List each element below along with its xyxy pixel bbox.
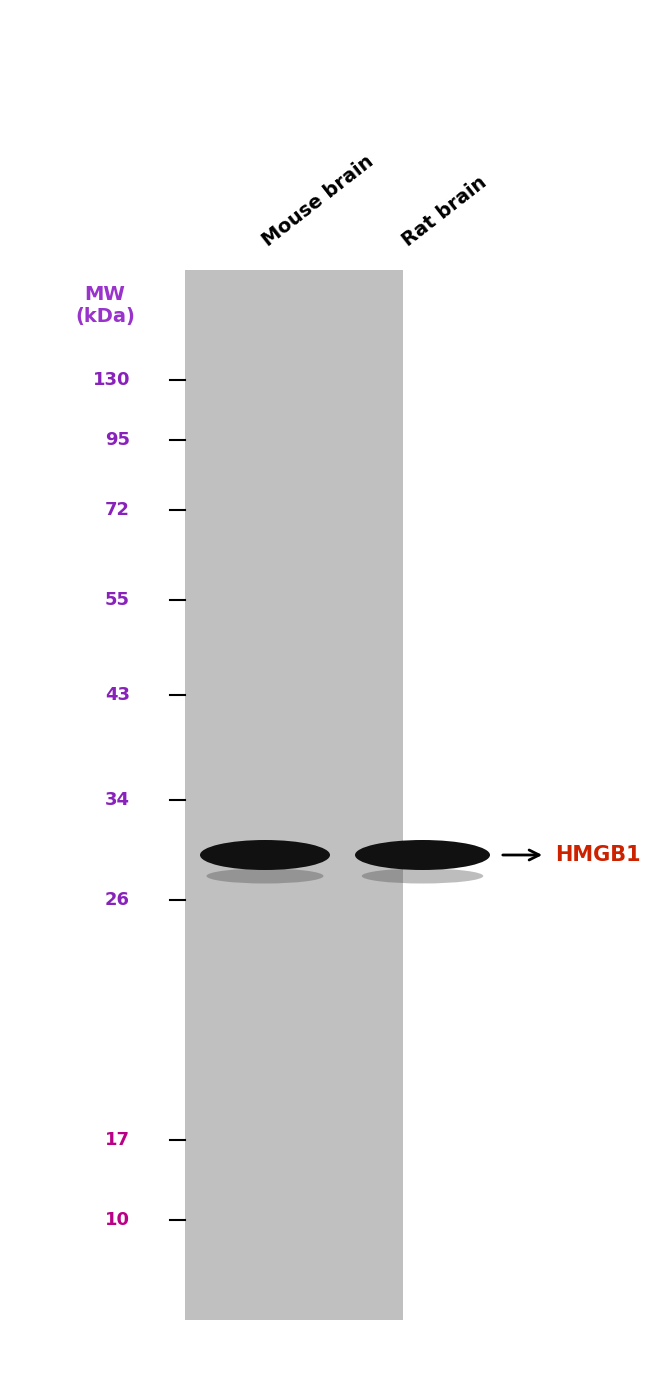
Text: 34: 34 bbox=[105, 791, 130, 809]
Text: Rat brain: Rat brain bbox=[398, 173, 490, 250]
Ellipse shape bbox=[207, 869, 324, 883]
Text: HMGB1: HMGB1 bbox=[555, 844, 641, 865]
Text: MW
(kDa): MW (kDa) bbox=[75, 286, 135, 325]
Ellipse shape bbox=[200, 840, 330, 870]
Text: 43: 43 bbox=[105, 686, 130, 704]
Text: Mouse brain: Mouse brain bbox=[258, 151, 377, 250]
Ellipse shape bbox=[362, 869, 483, 883]
Text: 55: 55 bbox=[105, 590, 130, 610]
Text: 17: 17 bbox=[105, 1131, 130, 1149]
Text: 26: 26 bbox=[105, 891, 130, 909]
Text: 10: 10 bbox=[105, 1211, 130, 1229]
Text: 130: 130 bbox=[92, 371, 130, 389]
Bar bbox=[185, 270, 403, 1319]
Text: 95: 95 bbox=[105, 431, 130, 449]
Text: 72: 72 bbox=[105, 501, 130, 519]
Ellipse shape bbox=[355, 840, 490, 870]
